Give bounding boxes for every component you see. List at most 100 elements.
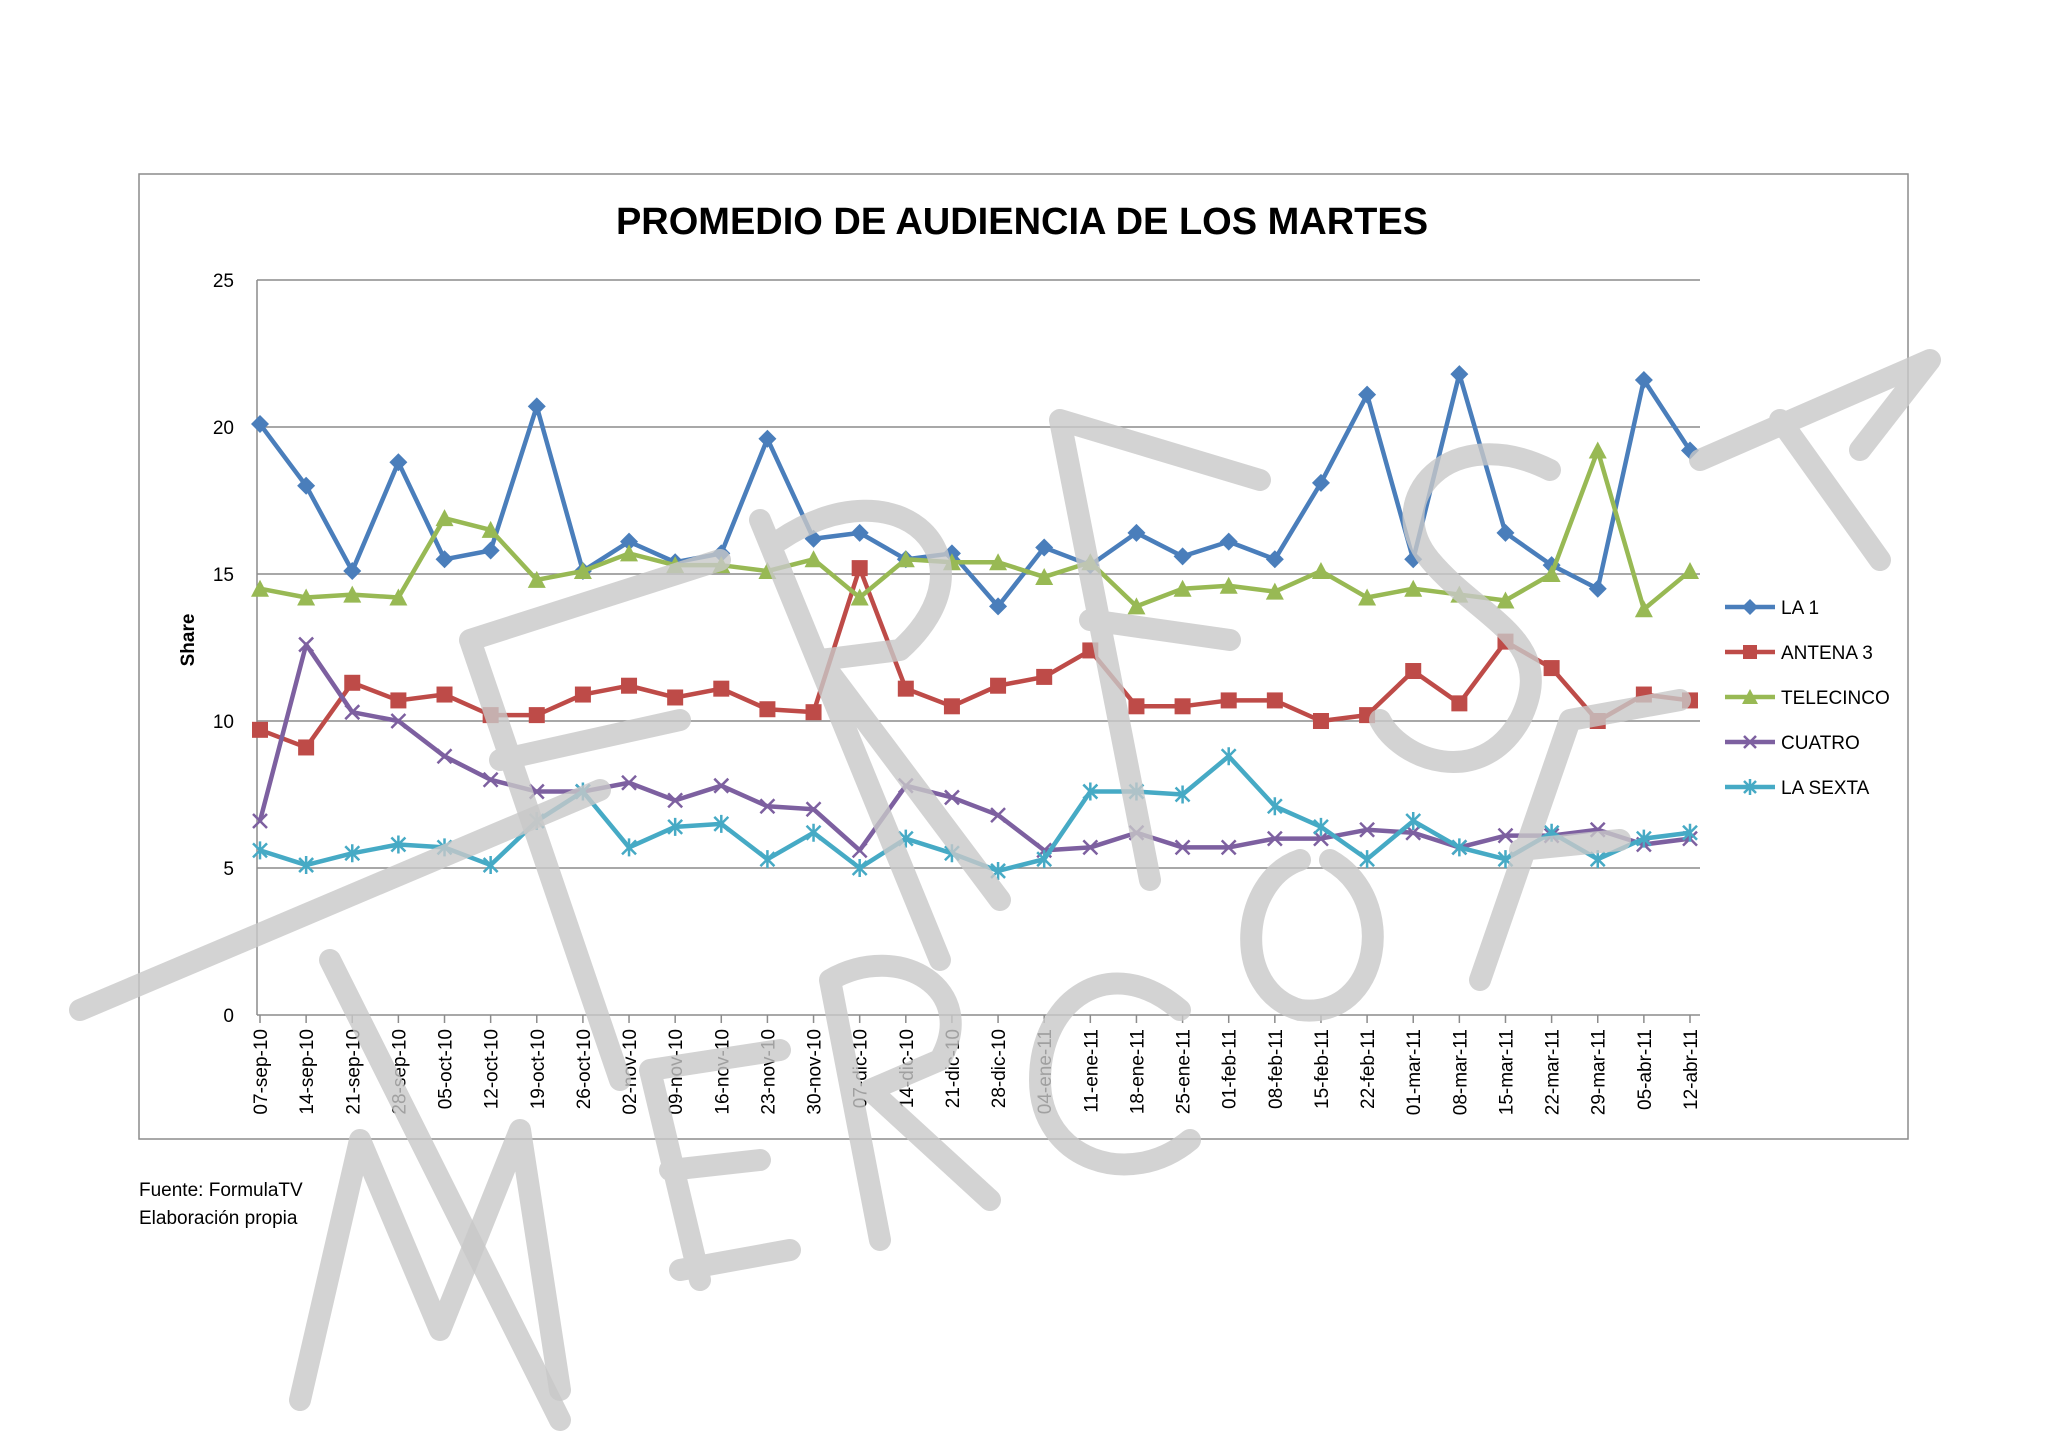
data-point bbox=[252, 721, 268, 738]
data-point bbox=[759, 850, 776, 869]
y-tick-label: 20 bbox=[213, 418, 234, 439]
legend-item: LA 1 bbox=[1725, 598, 1819, 619]
data-point bbox=[1542, 565, 1561, 582]
data-point bbox=[297, 476, 316, 495]
data-point bbox=[481, 541, 500, 560]
data-point bbox=[436, 686, 453, 703]
data-point bbox=[252, 813, 268, 829]
x-tick-label: 25-ene-11 bbox=[1174, 1029, 1195, 1114]
data-point bbox=[667, 689, 684, 706]
x-tick-label: 05-abr-11 bbox=[1635, 1029, 1656, 1110]
x-tick-label: 07-sep-10 bbox=[251, 1029, 272, 1115]
data-point bbox=[1174, 785, 1191, 804]
y-tick-label: 5 bbox=[223, 859, 234, 880]
data-point bbox=[990, 677, 1007, 694]
data-point bbox=[1265, 550, 1284, 569]
x-tick-label: 05-oct-10 bbox=[436, 1029, 457, 1109]
legend-item: ANTENA 3 bbox=[1725, 643, 1873, 664]
data-point bbox=[805, 801, 822, 818]
data-point bbox=[298, 636, 315, 653]
data-point bbox=[989, 597, 1008, 616]
data-point bbox=[251, 415, 269, 434]
data-point bbox=[1358, 588, 1377, 606]
x-tick-label: 08-feb-11 bbox=[1266, 1029, 1287, 1109]
data-point bbox=[713, 777, 730, 794]
data-point bbox=[804, 550, 823, 568]
data-point bbox=[1743, 779, 1757, 795]
x-tick-label: 28-dic-10 bbox=[989, 1029, 1010, 1108]
data-point bbox=[1742, 599, 1758, 615]
data-point bbox=[713, 680, 730, 697]
data-point bbox=[1681, 562, 1699, 580]
data-point bbox=[344, 844, 361, 863]
legend-item: CUATRO bbox=[1725, 733, 1860, 754]
data-point bbox=[667, 792, 684, 809]
data-point bbox=[1405, 811, 1422, 830]
data-point bbox=[1036, 850, 1053, 869]
data-point bbox=[1220, 839, 1237, 856]
x-tick-label: 30-nov-10 bbox=[805, 1029, 826, 1115]
legend-item: TELECINCO bbox=[1725, 688, 1890, 709]
y-axis-ticks: 0 5 10 15 20 25 bbox=[213, 271, 234, 1027]
data-point bbox=[297, 588, 316, 606]
data-point bbox=[1313, 830, 1329, 847]
watermark bbox=[69, 349, 1941, 1431]
data-point bbox=[758, 429, 777, 448]
data-point bbox=[850, 523, 869, 542]
data-point bbox=[435, 550, 454, 569]
x-tick-label: 14-sep-10 bbox=[297, 1029, 318, 1115]
data-point bbox=[621, 774, 637, 791]
data-point bbox=[298, 856, 315, 875]
data-point bbox=[759, 798, 776, 815]
data-point bbox=[1311, 473, 1330, 492]
y-tick-label: 10 bbox=[213, 712, 234, 733]
footnote-source: Fuente: FormulaTV bbox=[139, 1180, 303, 1201]
data-point bbox=[851, 842, 868, 859]
x-tick-label: 02-nov-10 bbox=[620, 1029, 641, 1115]
chart-frame bbox=[138, 173, 1909, 1140]
legend: LA 1 ANTENA 3 TELECINCO CUATRO LA SEXTA bbox=[1725, 598, 1890, 799]
data-point bbox=[805, 823, 822, 842]
data-point bbox=[713, 814, 730, 833]
data-point bbox=[344, 704, 361, 721]
y-axis-label: Share bbox=[178, 614, 199, 667]
data-point bbox=[527, 570, 546, 588]
data-point bbox=[1219, 532, 1238, 551]
data-point bbox=[1173, 547, 1192, 566]
data-point bbox=[1496, 591, 1515, 609]
data-point bbox=[1313, 817, 1329, 836]
data-point bbox=[1451, 695, 1468, 712]
data-point bbox=[390, 713, 407, 729]
data-point bbox=[851, 859, 868, 877]
data-point bbox=[1404, 579, 1423, 597]
data-point bbox=[1266, 692, 1283, 709]
data-point bbox=[251, 579, 269, 597]
legend-label: LA 1 bbox=[1781, 598, 1819, 619]
data-point bbox=[667, 817, 684, 836]
data-point bbox=[1405, 663, 1422, 680]
data-point bbox=[989, 553, 1008, 571]
data-point bbox=[1082, 839, 1099, 856]
data-point bbox=[1634, 370, 1653, 389]
data-point bbox=[528, 707, 545, 724]
data-point bbox=[1266, 797, 1283, 816]
data-point bbox=[943, 698, 960, 715]
data-point bbox=[482, 856, 499, 875]
data-point bbox=[1543, 660, 1560, 677]
data-point bbox=[1036, 668, 1053, 685]
legend-label: CUATRO bbox=[1781, 733, 1860, 754]
data-point bbox=[1174, 698, 1191, 715]
data-point bbox=[850, 588, 869, 606]
data-point bbox=[621, 677, 638, 694]
data-point bbox=[897, 680, 914, 697]
x-tick-label: 12-oct-10 bbox=[482, 1029, 503, 1109]
data-point bbox=[1127, 523, 1146, 542]
x-tick-label: 29-mar-11 bbox=[1589, 1029, 1610, 1115]
series-group bbox=[251, 365, 1699, 880]
data-point bbox=[620, 544, 639, 562]
data-point bbox=[896, 550, 915, 568]
data-point bbox=[1035, 538, 1054, 557]
data-point bbox=[1359, 821, 1375, 838]
chart-title: PROMEDIO DE AUDIENCIA DE LOS MARTES bbox=[616, 201, 1428, 243]
